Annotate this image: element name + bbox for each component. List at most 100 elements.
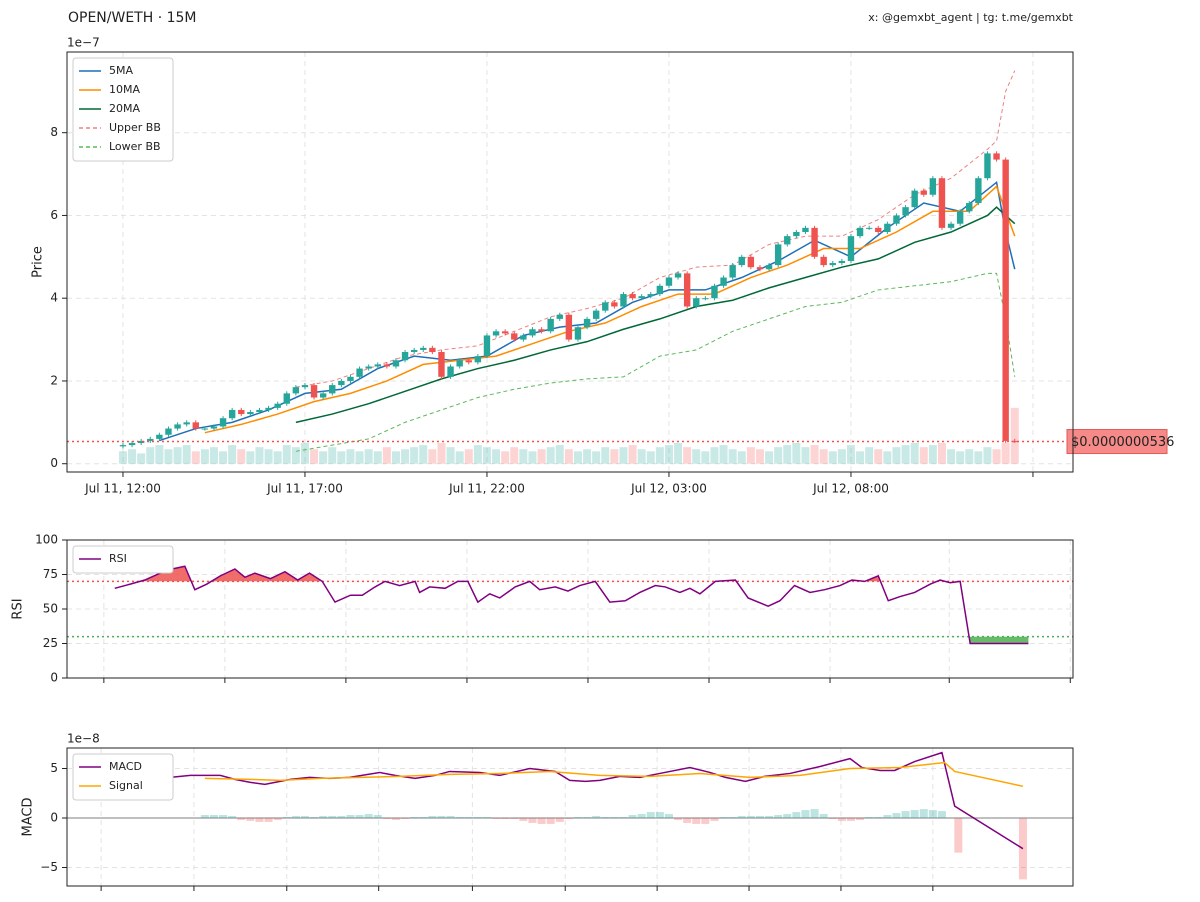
candle-body [583,318,591,328]
legend-label: 5MA [109,64,133,77]
candle-body [137,440,145,444]
y-tick-label: 75 [43,567,58,581]
y-tick-label: 0 [50,456,58,470]
candle-body [929,178,937,195]
legend-label: RSI [109,552,127,565]
volume-bar [992,449,1001,464]
histogram-bar [610,817,619,818]
candle-body [128,443,136,446]
candle-body [611,302,618,307]
candle-body [119,445,127,447]
histogram-bar [710,817,719,821]
candle-body [429,347,436,352]
series-line [295,70,1016,388]
volume-bar [610,449,619,464]
histogram-bar [792,812,801,818]
plot-frame [66,539,1074,679]
histogram-bar [310,817,319,818]
volume-bar [883,451,892,464]
candle-body [301,385,309,388]
volume-bar [901,445,910,464]
volume-bar [546,447,555,464]
y-axis-label: Price [31,246,46,278]
histogram-bar [837,817,846,821]
volume-bar [810,445,819,464]
x-tick-label: Jul 11, 12:00 [84,482,161,496]
candle-body [802,227,809,232]
volume-bar [828,451,837,464]
candle-body [638,296,645,299]
y-tick-label: 0 [50,671,58,685]
histogram-bar [628,815,637,818]
histogram-bar [346,815,355,818]
plot-area [67,565,1073,645]
histogram-bar [282,817,291,818]
histogram-bar [546,817,555,824]
candle-body [683,273,691,307]
histogram-bar [592,816,601,818]
volume-bar [428,449,437,464]
candle-body [829,263,836,266]
candle-body [383,364,391,367]
histogram-bar [746,816,755,818]
histogram-bar [364,814,373,818]
volume-bar [755,449,764,464]
candle-body [902,207,909,216]
candle-body [538,329,545,332]
volume-bar [919,447,928,464]
series-line [101,751,1024,850]
candle-body [347,376,354,381]
volume-bar [692,449,701,464]
legend-label: 20MA [109,102,140,115]
y-tick-label: 8 [50,125,58,139]
candle-body [975,178,982,204]
histogram-bar [637,814,646,818]
candle-body [247,412,254,415]
volume-bar [983,447,992,464]
histogram-bar [619,817,628,818]
candle-body [847,236,855,261]
volume-bar [637,449,646,464]
candle-body [793,232,800,237]
histogram-bar [319,816,328,818]
histogram-bar [910,810,919,818]
legend-label: 10MA [109,83,140,96]
histogram-bar [373,815,382,818]
histogram-bar [455,817,464,818]
histogram-bar [655,812,664,818]
volume-bar [346,449,355,464]
candle-body [456,360,463,367]
histogram-bar [464,817,473,818]
volume-bar [328,447,337,464]
histogram-bar [291,816,300,818]
plot-frame [66,51,1074,473]
volume-bar [892,447,901,464]
x-tick-label: Jul 12, 08:00 [812,482,889,496]
candle-body [729,265,736,278]
y-tick-label: 0 [50,810,58,824]
plot-frame [66,747,1074,887]
x-tick-label: Jul 11, 22:00 [448,482,525,496]
legend-box [72,545,174,574]
credit: x: @gemxbt_agent | tg: t.me/gemxbt [868,11,1073,24]
series-line [295,272,1016,452]
histogram-bar [519,817,528,821]
y-tick-label: 5 [50,761,58,775]
volume-bar [910,443,919,464]
histogram-bar [264,817,273,822]
candle-body [438,352,445,377]
candle-body [1011,440,1018,442]
histogram-bar [419,817,428,818]
series-line [295,206,1016,424]
candle-body [256,409,263,412]
candle-body [702,298,709,300]
histogram-bar [954,817,963,853]
candle-body [219,418,227,427]
volume-bar [601,447,610,464]
candle-body [547,318,554,332]
candle-body [511,333,518,340]
volume-bar [382,447,391,464]
candle-body [474,356,482,363]
candle-body [884,223,891,232]
volume-bar [155,445,164,464]
